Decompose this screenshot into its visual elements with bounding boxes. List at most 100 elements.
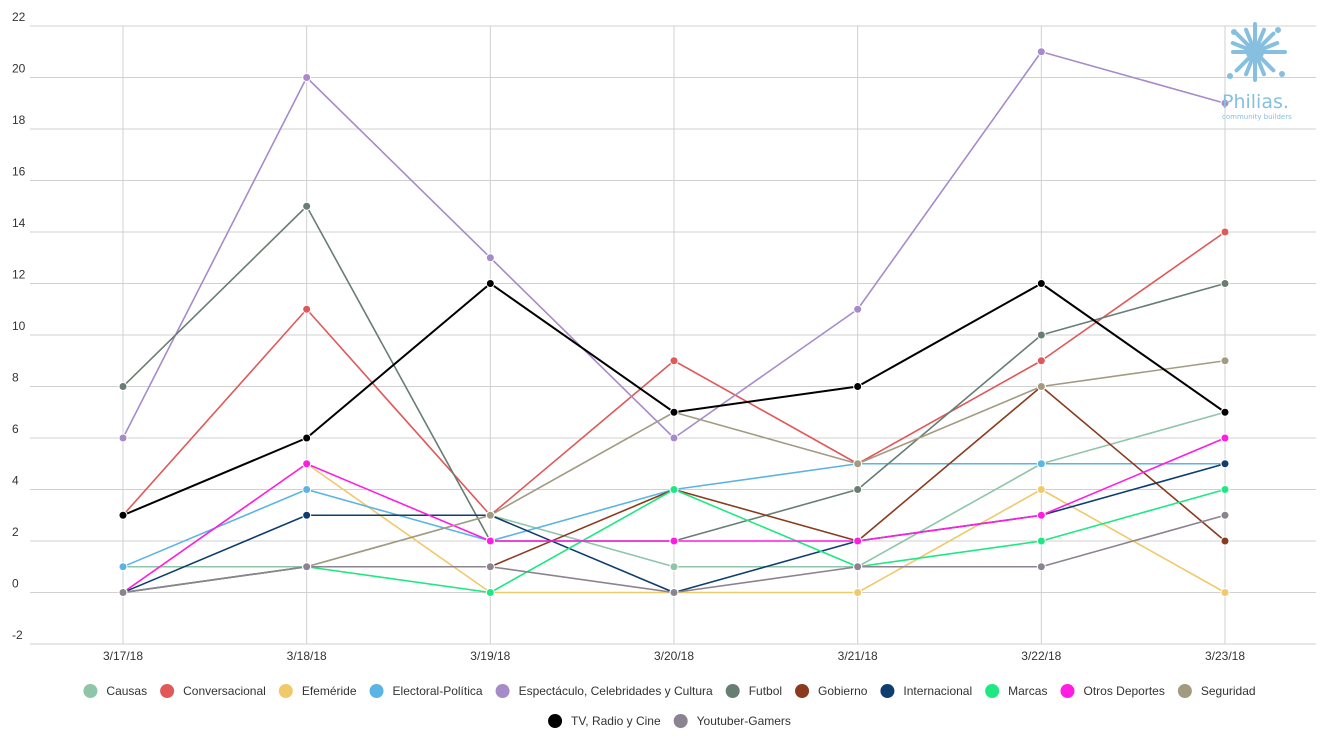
data-point[interactable] [1036,47,1046,57]
data-point[interactable] [853,485,863,494]
data-point[interactable] [1036,382,1046,391]
x-tick-label: 3/19/18 [470,649,510,663]
legend-label: Futbol [749,684,782,698]
legend-item[interactable]: Efeméride [278,684,357,698]
legend-item[interactable]: Otros Deportes [1060,684,1165,698]
data-point[interactable] [1220,510,1230,520]
chart-grid [30,25,1316,645]
legend-item[interactable]: Gobierno [795,684,868,698]
y-axis-ticks: -2 0 2 4 6 8 10 12 14 16 18 20 22 [12,10,26,642]
data-point[interactable] [669,536,679,546]
legend-item[interactable]: Conversacional [160,684,266,698]
data-point[interactable] [1220,227,1230,237]
data-point[interactable] [853,588,863,597]
legend-item[interactable]: Seguridad [1177,684,1256,698]
data-point[interactable] [1036,330,1046,340]
y-tick-label: 2 [12,525,19,539]
x-tick-label: 3/23/18 [1205,649,1245,663]
data-point[interactable] [669,588,679,597]
data-point[interactable] [1220,459,1230,469]
data-point[interactable] [1036,459,1046,469]
data-point[interactable] [1036,485,1046,494]
data-point[interactable] [302,510,312,520]
legend-label: Youtuber-Gamers [697,714,791,728]
data-point[interactable] [669,433,679,443]
data-point[interactable] [485,253,495,263]
data-point[interactable] [302,304,312,314]
data-point[interactable] [1220,485,1230,494]
data-point[interactable] [118,510,128,520]
x-tick-label: 3/22/18 [1021,649,1061,663]
data-point[interactable] [485,588,495,597]
y-tick-label: 18 [12,113,26,127]
data-point[interactable] [1220,433,1230,443]
data-point[interactable] [1220,98,1230,108]
legend-label: Causas [106,684,147,698]
logo-mark-icon [1227,22,1287,82]
data-point[interactable] [485,279,495,288]
data-point[interactable] [1220,407,1230,417]
data-point[interactable] [118,382,128,391]
legend-item[interactable]: Electoral-Política [369,684,483,698]
legend-label: Marcas [1008,684,1047,698]
data-point[interactable] [1036,279,1046,288]
data-point[interactable] [1036,562,1046,572]
legend-swatch [1177,684,1192,698]
y-tick-label: 22 [12,10,26,24]
data-point[interactable] [1036,356,1046,366]
legend-swatch [985,684,1000,698]
data-point[interactable] [853,459,863,469]
logo-name: Philias. [1222,91,1289,113]
legend-swatch [795,684,810,698]
data-point[interactable] [669,562,679,572]
legend-label: Seguridad [1201,684,1256,698]
legend-item[interactable]: Marcas [985,684,1047,698]
legend-label: Internacional [903,684,972,698]
data-point[interactable] [118,588,128,597]
data-point[interactable] [302,433,312,443]
data-point[interactable] [302,201,312,211]
legend-item[interactable]: Espectáculo, Celebridades y Cultura [495,684,713,698]
legend-item[interactable]: Youtuber-Gamers [673,714,791,728]
data-point[interactable] [302,562,312,572]
legend-label: Gobierno [818,684,868,698]
legend-label: Espectáculo, Celebridades y Cultura [519,684,713,698]
legend-swatch [725,684,740,698]
data-point[interactable] [853,304,863,314]
y-tick-label: 14 [12,216,26,230]
legend-item[interactable]: Causas [83,684,147,698]
y-tick-label: 20 [12,62,26,76]
data-point[interactable] [1220,588,1230,597]
legend-swatch [369,684,384,698]
data-point[interactable] [1036,536,1046,546]
legend-label: Conversacional [183,684,266,698]
data-point[interactable] [853,382,863,391]
legend-swatch [1060,684,1075,698]
data-point[interactable] [1220,356,1230,366]
data-point[interactable] [302,459,312,469]
data-point[interactable] [853,562,863,572]
data-point[interactable] [1220,279,1230,288]
data-point[interactable] [302,485,312,494]
legend-label: Electoral-Política [393,684,483,698]
data-point[interactable] [485,510,495,520]
series-points [118,47,1230,597]
legend-item[interactable]: Internacional [880,684,972,698]
legend-item[interactable]: Futbol [725,684,782,698]
x-axis-ticks: 3/17/18 3/18/18 3/19/18 3/20/18 3/21/18 3/22/… [103,649,1245,663]
legend: Causas Conversacional Efeméride Electoral-P… [83,684,1256,728]
data-point[interactable] [669,407,679,417]
data-point[interactable] [1036,510,1046,520]
y-tick-label: 8 [12,371,19,385]
legend-item[interactable]: TV, Radio y Cine [548,714,661,728]
data-point[interactable] [669,485,679,494]
data-point[interactable] [118,562,128,572]
data-point[interactable] [853,536,863,546]
data-point[interactable] [485,536,495,546]
data-point[interactable] [118,433,128,443]
data-point[interactable] [485,562,495,572]
data-point[interactable] [302,73,312,82]
data-point[interactable] [669,356,679,366]
data-point[interactable] [1220,536,1230,546]
